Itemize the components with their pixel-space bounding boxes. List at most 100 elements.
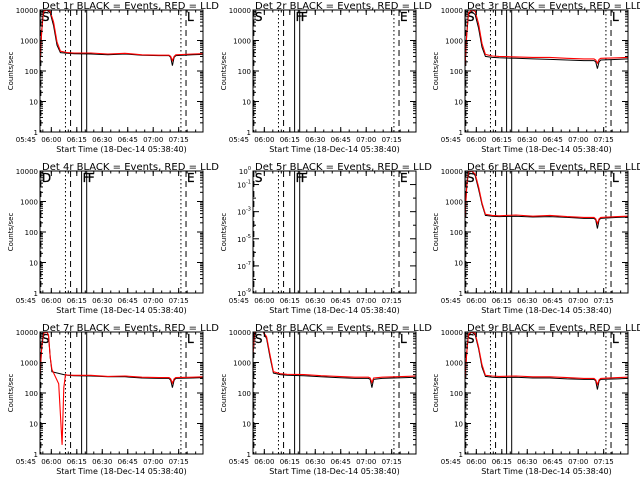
- y-tick-label: 1000: [445, 38, 463, 46]
- panel-title: Det 3r BLACK = Events, RED = LLD: [467, 1, 640, 12]
- x-tick-label: 07:15: [594, 297, 614, 305]
- panel-title: Det 1r BLACK = Events, RED = LLD: [42, 1, 219, 12]
- y-tick-label: 10000: [441, 7, 463, 15]
- x-tick-label: 07:15: [169, 136, 189, 144]
- x-tick-label: 06:30: [92, 458, 112, 466]
- x-tick-label: 05:45: [441, 136, 461, 144]
- x-tick-label: 07:00: [356, 458, 376, 466]
- x-tick-label: 07:00: [143, 297, 163, 305]
- marker-lines: [40, 171, 187, 293]
- x-tick-label: 06:00: [41, 458, 61, 466]
- x-tick-label: 06:30: [517, 458, 537, 466]
- y-tick-label: 10: [29, 260, 38, 268]
- x-tick-label: 06:15: [492, 297, 512, 305]
- y-tick-label: 10: [242, 99, 251, 107]
- y-tick-label: 1000: [445, 199, 463, 207]
- x-tick-label: 05:45: [16, 297, 36, 305]
- y-axis-label: Counts/sec: [220, 52, 228, 91]
- x-tick-label: 06:00: [41, 297, 61, 305]
- events-series-line: [465, 10, 628, 69]
- y-tick-label: 10: [454, 99, 463, 107]
- x-tick-label: 06:15: [67, 136, 87, 144]
- x-axis-label: Start Time (18-Dec-14 05:38:40): [56, 145, 187, 154]
- y-tick-label: 100: [450, 68, 463, 76]
- x-tick-label: 07:15: [169, 297, 189, 305]
- x-tick-label: 06:00: [466, 458, 486, 466]
- y-tick-label: 1: [459, 290, 463, 298]
- y-axis-label: Counts/sec: [432, 213, 440, 252]
- x-tick-label: 06:00: [254, 136, 274, 144]
- y-tick-label: 10: [29, 421, 38, 429]
- y-tick-label: 100: [25, 390, 38, 398]
- panel-title: Det 7r BLACK = Events, RED = LLD: [42, 323, 219, 334]
- x-tick-label: 07:15: [169, 458, 189, 466]
- marker-lines: [465, 171, 612, 293]
- x-tick-label: 07:00: [568, 297, 588, 305]
- panel-det-1: Det 1r BLACK = Events, RED = LLD Counts/s…: [7, 1, 219, 154]
- x-tick-label: 06:45: [331, 458, 351, 466]
- y-tick-label: 1: [34, 290, 38, 298]
- x-tick-label: 07:00: [356, 297, 376, 305]
- y-tick-label: 10-5: [237, 234, 251, 244]
- panel-det-3: Det 3r BLACK = Events, RED = LLD Counts/s…: [432, 1, 640, 154]
- x-axis-label: Start Time (18-Dec-14 05:38:40): [56, 467, 187, 476]
- y-tick-label: 10-3: [237, 207, 251, 217]
- x-axis-label: Start Time (18-Dec-14 05:38:40): [481, 467, 612, 476]
- x-tick-label: 05:45: [441, 458, 461, 466]
- y-tick-label: 100: [238, 68, 251, 76]
- y-tick-label: 1000: [20, 199, 38, 207]
- marker-label: F: [301, 171, 308, 185]
- marker-label: S: [467, 10, 475, 24]
- x-tick-label: 06:00: [466, 297, 486, 305]
- x-tick-label: 07:00: [143, 458, 163, 466]
- y-tick-label: 10-7: [237, 261, 251, 271]
- x-tick-label: 06:15: [67, 297, 87, 305]
- x-tick-label: 06:45: [543, 458, 563, 466]
- x-tick-label: 06:00: [41, 136, 61, 144]
- x-tick-label: 05:45: [229, 458, 249, 466]
- x-axis-label: Start Time (18-Dec-14 05:38:40): [56, 306, 187, 315]
- y-tick-label: 1: [34, 129, 38, 137]
- y-tick-label: 1000: [20, 360, 38, 368]
- x-tick-label: 06:15: [280, 136, 300, 144]
- panel-title: Det 5r BLACK = Events, RED = LLD: [255, 162, 432, 173]
- y-tick-label: 10000: [229, 7, 251, 15]
- y-axis-label: Counts/sec: [7, 52, 15, 91]
- x-axis-label: Start Time (18-Dec-14 05:38:40): [269, 467, 400, 476]
- lld-series-line: [465, 10, 628, 66]
- x-tick-label: 06:45: [118, 458, 138, 466]
- x-tick-label: 06:15: [280, 458, 300, 466]
- y-axis-label: Counts/sec: [7, 213, 15, 252]
- series-group: [465, 332, 628, 390]
- y-tick-label: 10000: [16, 168, 38, 176]
- panel-det-8: Det 8r BLACK = Events, RED = LLD Counts/s…: [220, 323, 432, 476]
- x-tick-label: 07:00: [568, 458, 588, 466]
- x-tick-label: 05:45: [229, 297, 249, 305]
- y-axis-label: Counts/sec: [220, 213, 228, 252]
- x-tick-label: 06:45: [331, 136, 351, 144]
- x-tick-label: 05:45: [16, 458, 36, 466]
- y-tick-label: 100: [450, 229, 463, 237]
- series-group: [465, 10, 628, 69]
- x-tick-label: 07:15: [382, 136, 402, 144]
- y-tick-label: 10000: [229, 329, 251, 337]
- x-axis-label: Start Time (18-Dec-14 05:38:40): [481, 145, 612, 154]
- series-group: [40, 10, 203, 66]
- panel-det-6: Det 6r BLACK = Events, RED = LLD Counts/s…: [432, 162, 640, 315]
- lld-series-line: [253, 332, 416, 385]
- panel-det-9: Det 9r BLACK = Events, RED = LLD Counts/s…: [432, 323, 640, 476]
- marker-label: D: [42, 171, 51, 185]
- y-tick-label: 10: [454, 421, 463, 429]
- panel-det-5: Det 5r BLACK = Events, RED = LLD Counts/s…: [220, 162, 432, 315]
- marker-label: S: [467, 171, 475, 185]
- panel-det-7: Det 7r BLACK = Events, RED = LLD Counts/s…: [7, 323, 219, 476]
- x-tick-label: 05:45: [16, 136, 36, 144]
- marker-label: S: [255, 171, 263, 185]
- panel-title: Det 6r BLACK = Events, RED = LLD: [467, 162, 640, 173]
- x-tick-label: 06:30: [305, 458, 325, 466]
- x-tick-label: 06:15: [67, 458, 87, 466]
- y-tick-label: 10-9: [237, 288, 251, 298]
- y-axis-label: Counts/sec: [432, 52, 440, 91]
- y-tick-label: 100: [239, 166, 251, 176]
